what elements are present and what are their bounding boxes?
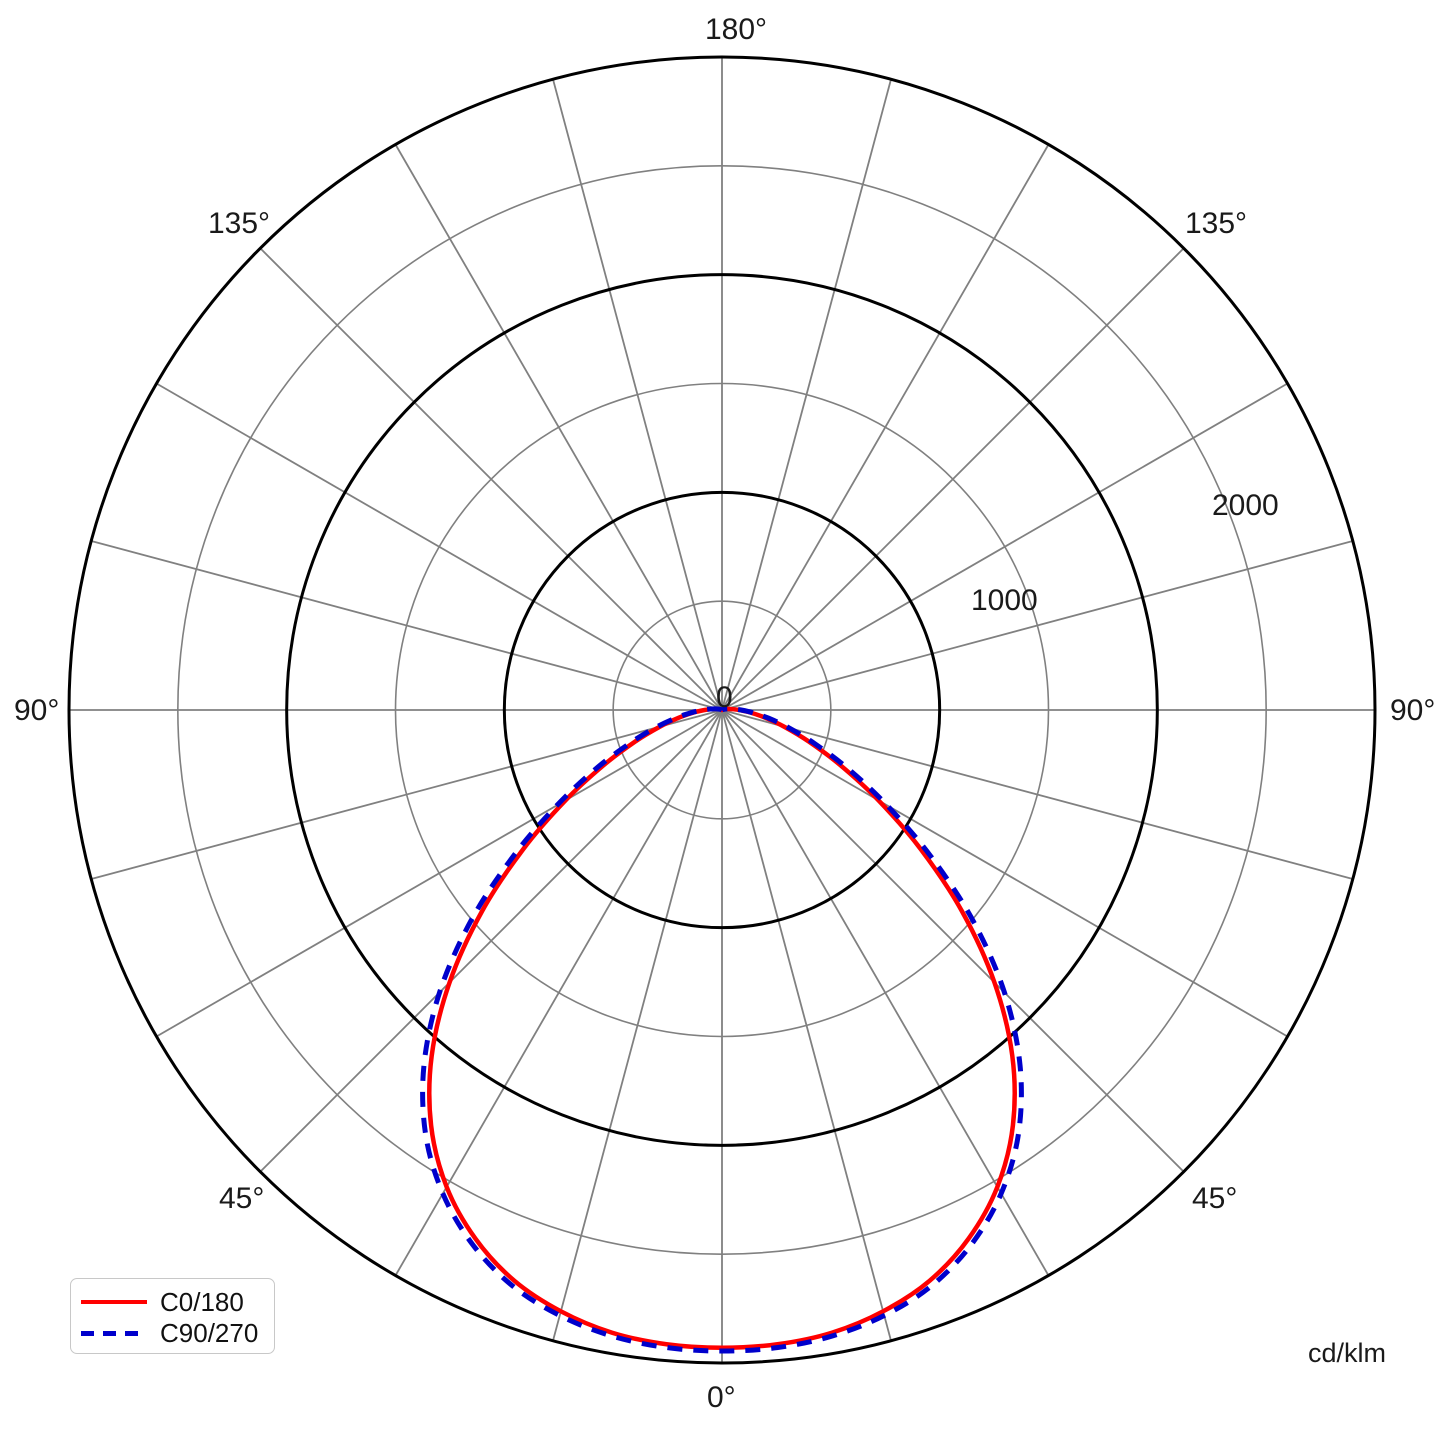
angle-label-135-left: 135°	[208, 207, 271, 240]
radial-gridlines-minor	[177, 165, 1267, 1255]
legend-label-c90-270: C90/270	[160, 1317, 259, 1348]
legend: C0/180 C90/270	[70, 1278, 275, 1354]
series-curve-c90-270	[420, 706, 1024, 1354]
legend-label-c0-180: C0/180	[160, 1286, 244, 1317]
radial-tick-label-0: 0	[716, 681, 733, 714]
angle-label-180: 180°	[705, 13, 768, 46]
legend-item-c0-180: C0/180	[81, 1286, 264, 1317]
angle-label-90-left: 90°	[14, 694, 60, 727]
angle-label-45-left: 45°	[219, 1182, 265, 1215]
legend-item-c90-270: C90/270	[81, 1317, 264, 1348]
units-label: cd/klm	[1308, 1338, 1387, 1368]
angle-label-0: 0°	[707, 1381, 736, 1414]
angle-label-45-right: 45°	[1192, 1182, 1238, 1215]
radial-gridlines-major	[67, 55, 1377, 1365]
radial-tick-label-1000: 1000	[971, 584, 1038, 617]
angle-label-90-right: 90°	[1390, 694, 1436, 727]
angle-label-135-right: 135°	[1185, 207, 1248, 240]
radial-tick-label-2000: 2000	[1212, 489, 1279, 522]
